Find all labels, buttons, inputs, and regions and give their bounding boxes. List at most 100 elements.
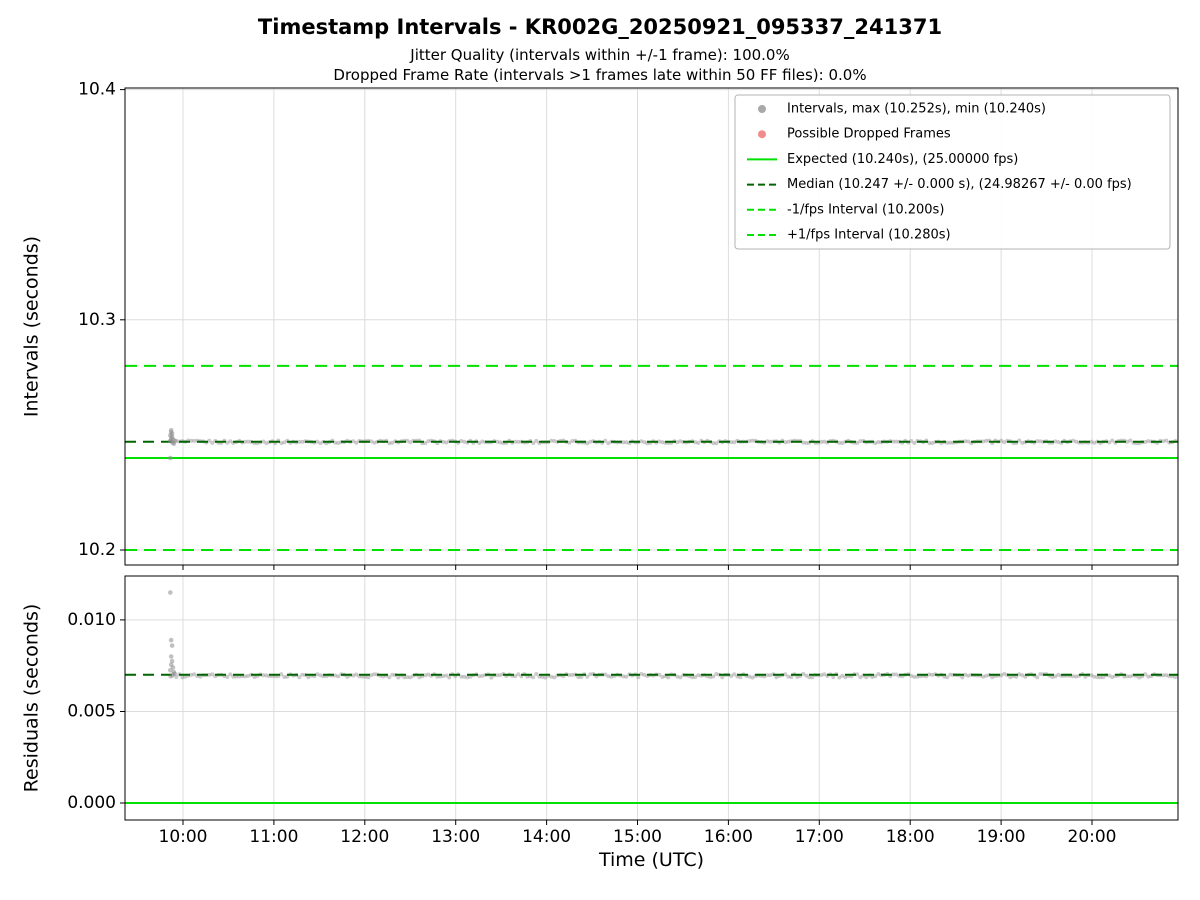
intervals-point bbox=[768, 439, 773, 444]
intervals-point bbox=[729, 440, 734, 445]
intervals-point bbox=[858, 439, 863, 444]
legend-label: Expected (10.240s), (25.00000 fps) bbox=[787, 152, 1018, 167]
residuals-point bbox=[459, 674, 464, 679]
intervals-point bbox=[1074, 439, 1079, 444]
legend-dot-marker bbox=[758, 130, 766, 139]
intervals-point bbox=[336, 441, 341, 445]
residuals-point bbox=[351, 673, 356, 678]
residuals-point bbox=[1146, 674, 1151, 679]
residuals-point bbox=[675, 674, 680, 679]
intervals-point bbox=[732, 440, 737, 445]
intervals-point bbox=[567, 440, 572, 445]
residuals-point bbox=[966, 673, 971, 678]
intervals-point bbox=[354, 440, 359, 445]
residuals-point bbox=[690, 675, 695, 680]
residuals-point bbox=[708, 675, 713, 679]
residuals-point bbox=[1125, 674, 1130, 679]
residuals-point bbox=[624, 674, 629, 679]
residuals-point bbox=[1038, 672, 1043, 677]
x-tick-label: 18:00 bbox=[886, 827, 935, 847]
residuals-point bbox=[864, 675, 869, 680]
x-tick-label: 16:00 bbox=[704, 827, 753, 847]
residuals-point bbox=[750, 675, 755, 680]
residuals-point bbox=[228, 672, 233, 677]
residuals-point bbox=[540, 674, 545, 679]
residuals-point bbox=[447, 675, 452, 680]
intervals-point bbox=[873, 441, 878, 446]
residuals-point bbox=[1101, 675, 1106, 680]
intervals-point bbox=[804, 441, 809, 445]
residuals-point bbox=[408, 675, 413, 680]
intervals-point bbox=[786, 439, 791, 444]
y-tick-label: 0.000 bbox=[67, 793, 116, 813]
residuals-point bbox=[549, 674, 554, 679]
residuals-point bbox=[837, 675, 842, 680]
intervals-point bbox=[279, 441, 284, 446]
residuals-point bbox=[261, 673, 266, 678]
residuals-point bbox=[945, 675, 950, 680]
intervals-point bbox=[192, 438, 197, 443]
intervals-point bbox=[243, 439, 248, 444]
intervals-point bbox=[1092, 440, 1097, 445]
x-axis-label: Time (UTC) bbox=[598, 849, 704, 871]
intervals-point bbox=[840, 441, 845, 445]
axes-frame bbox=[124, 87, 1179, 566]
residuals-point bbox=[819, 673, 824, 678]
residuals-plot: 0.000 0.005 0.010 10:00 11:00 12:00 13:00 14:00… bbox=[21, 575, 1179, 871]
residuals-point bbox=[402, 675, 407, 680]
intervals-point bbox=[747, 439, 752, 444]
intervals-point bbox=[603, 438, 608, 443]
intervals-point bbox=[678, 439, 683, 444]
legend-label: -1/fps Interval (10.200s) bbox=[787, 202, 944, 217]
intervals-point bbox=[642, 440, 647, 445]
residuals-point bbox=[774, 675, 779, 680]
residuals-point bbox=[169, 643, 175, 648]
residuals-point bbox=[396, 675, 401, 680]
intervals-point bbox=[495, 439, 500, 444]
intervals-point bbox=[168, 455, 173, 461]
residuals-point bbox=[192, 672, 197, 677]
residuals-point bbox=[621, 674, 626, 679]
intervals-point bbox=[765, 439, 770, 444]
residuals-point bbox=[169, 658, 175, 664]
residuals-point bbox=[264, 673, 269, 678]
residuals-point bbox=[372, 672, 377, 677]
intervals-point bbox=[819, 439, 824, 444]
intervals-point bbox=[498, 440, 503, 445]
residuals-point bbox=[606, 674, 611, 679]
residuals-point bbox=[981, 674, 986, 679]
intervals-point bbox=[750, 438, 755, 443]
residuals-point bbox=[909, 673, 914, 678]
intervals-point bbox=[1128, 438, 1133, 443]
intervals-point bbox=[1020, 440, 1025, 445]
residuals-point bbox=[465, 675, 470, 680]
residuals-point bbox=[804, 673, 809, 678]
residuals-point bbox=[768, 673, 773, 678]
intervals-point bbox=[837, 440, 842, 445]
y-tick-label: 0.010 bbox=[67, 610, 116, 630]
intervals-point bbox=[369, 439, 374, 444]
intervals-point bbox=[459, 439, 464, 443]
residuals-point bbox=[963, 672, 968, 677]
intervals-point bbox=[264, 441, 269, 446]
intervals-point bbox=[315, 439, 320, 444]
intervals-point bbox=[405, 438, 410, 443]
residuals-point bbox=[168, 654, 174, 659]
residuals-point bbox=[657, 672, 662, 677]
residuals-point bbox=[246, 673, 251, 678]
residuals-point bbox=[720, 675, 725, 680]
intervals-point bbox=[282, 440, 287, 445]
residuals-point bbox=[534, 672, 539, 676]
intervals-point bbox=[801, 440, 806, 445]
intervals-point bbox=[172, 438, 178, 444]
intervals-point bbox=[660, 440, 665, 445]
intervals-point bbox=[1161, 439, 1166, 444]
residuals-point bbox=[639, 672, 644, 676]
intervals-point bbox=[444, 440, 449, 445]
residuals-point bbox=[300, 672, 305, 677]
residuals-point bbox=[666, 675, 671, 680]
intervals-point bbox=[225, 440, 230, 445]
residuals-point bbox=[858, 675, 863, 680]
residuals-point bbox=[498, 673, 503, 678]
intervals-point bbox=[1002, 440, 1007, 445]
